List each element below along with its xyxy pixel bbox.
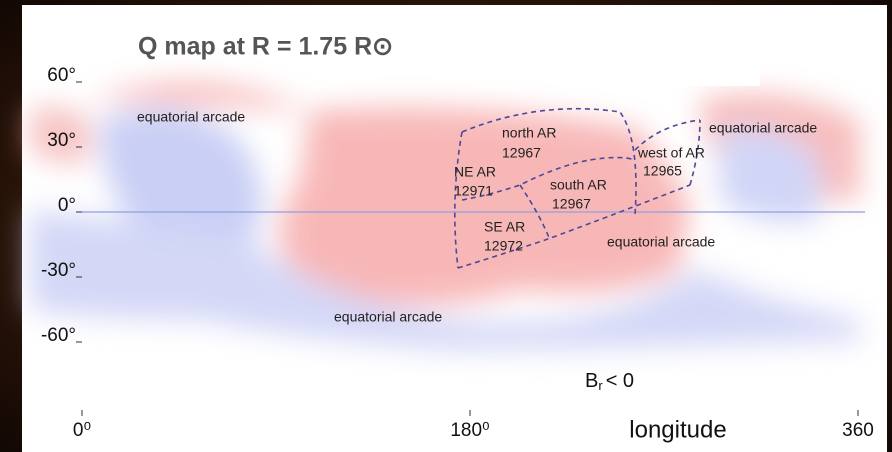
- annotation: north AR: [502, 125, 556, 141]
- x-axis-label: longitude: [629, 416, 726, 443]
- x-tick-label: 180⁰: [450, 420, 489, 441]
- page: {"chart_data": {"type": "map", "title": …: [0, 0, 892, 452]
- annotation: equatorial arcade: [334, 309, 442, 325]
- annotation: equatorial arcade: [709, 120, 817, 136]
- chart-title: Q map at R = 1.75 R⊙: [138, 33, 393, 61]
- x-tick-label: 0⁰: [73, 420, 91, 441]
- annotation: 12967: [552, 196, 591, 212]
- annotation: equatorial arcade: [607, 234, 715, 250]
- polarity-subscript: r: [598, 378, 603, 393]
- y-tick-label: -30°: [41, 260, 76, 281]
- x-tick-label: 360: [842, 420, 874, 441]
- annotation: 12965: [643, 163, 682, 179]
- cover-box: [560, 38, 760, 86]
- annotation: NE AR: [454, 164, 496, 180]
- polarity-relation: < 0: [606, 370, 634, 392]
- y-tick-label: 0°: [58, 195, 76, 216]
- chart: Q map at R = 1.75 R⊙ longitude Br< 0 60°…: [0, 0, 892, 452]
- annotation: 12967: [502, 145, 541, 161]
- polarity-symbol: B: [585, 370, 598, 392]
- y-tick-label: 60°: [47, 65, 76, 86]
- y-tick-label: 30°: [47, 130, 76, 151]
- polarity-label: Br< 0: [585, 370, 634, 393]
- annotation: south AR: [550, 177, 607, 193]
- annotation: 12971: [454, 183, 493, 199]
- annotation: 12972: [484, 238, 523, 254]
- annotation: equatorial arcade: [137, 109, 245, 125]
- y-tick-label: -60°: [41, 325, 76, 346]
- annotation: SE AR: [484, 219, 525, 235]
- annotation: west of AR: [637, 145, 705, 161]
